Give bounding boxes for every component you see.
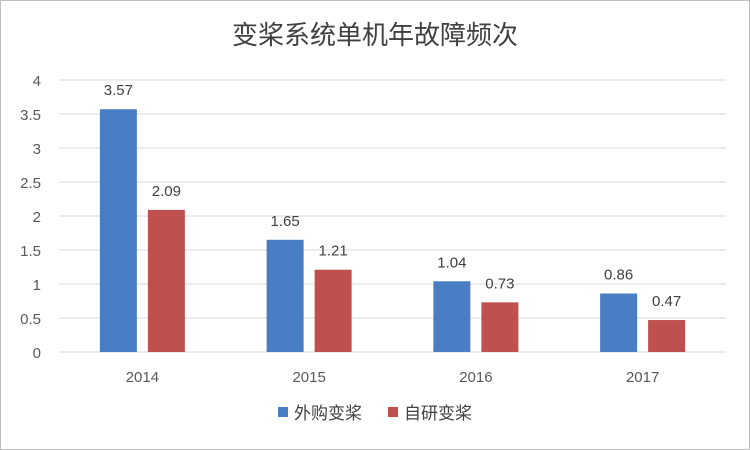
data-label: 1.21 — [319, 243, 348, 260]
bar-外购变桨-2014 — [99, 109, 137, 353]
x-tick-label: 2014 — [126, 369, 159, 386]
data-label: 0.73 — [485, 275, 514, 292]
bar-外购变桨-2017 — [600, 293, 638, 352]
chart-legend: 外购变桨 自研变桨 — [1, 399, 749, 424]
y-tick-label: 0 — [33, 345, 41, 362]
legend-swatch — [278, 406, 288, 417]
y-tick-label: 4 — [33, 73, 41, 90]
legend-label: 自研变桨 — [404, 404, 472, 424]
y-tick-label: 3 — [33, 141, 41, 158]
legend-item-series-0: 外购变桨 — [278, 399, 362, 424]
x-tick-label: 2017 — [626, 369, 659, 386]
bar-自研变桨-2014 — [147, 209, 185, 352]
chart-title: 变桨系统单机年故障频次 — [231, 21, 518, 51]
data-label: 0.47 — [652, 293, 681, 310]
data-label: 1.65 — [271, 213, 300, 230]
y-tick-label: 2.5 — [20, 175, 41, 192]
bar-自研变桨-2015 — [314, 269, 352, 352]
data-label: 1.04 — [437, 254, 466, 271]
data-label: 0.86 — [604, 267, 633, 284]
legend-label: 外购变桨 — [294, 404, 362, 424]
bar-自研变桨-2017 — [648, 320, 686, 352]
y-tick-label: 3.5 — [20, 107, 41, 124]
bar-自研变桨-2016 — [481, 302, 519, 352]
data-label: 3.57 — [104, 82, 133, 99]
y-tick-label: 1.5 — [20, 243, 41, 260]
y-tick-label: 0.5 — [20, 311, 41, 328]
legend-item-series-1: 自研变桨 — [388, 399, 472, 424]
y-tick-label: 2 — [33, 209, 41, 226]
legend-swatch — [388, 406, 398, 417]
bar-外购变桨-2016 — [433, 281, 471, 352]
x-tick-label: 2015 — [292, 369, 325, 386]
y-tick-label: 1 — [33, 277, 41, 294]
data-label: 2.09 — [152, 183, 181, 200]
x-tick-label: 2016 — [459, 369, 492, 386]
bar-外购变桨-2015 — [266, 239, 304, 352]
